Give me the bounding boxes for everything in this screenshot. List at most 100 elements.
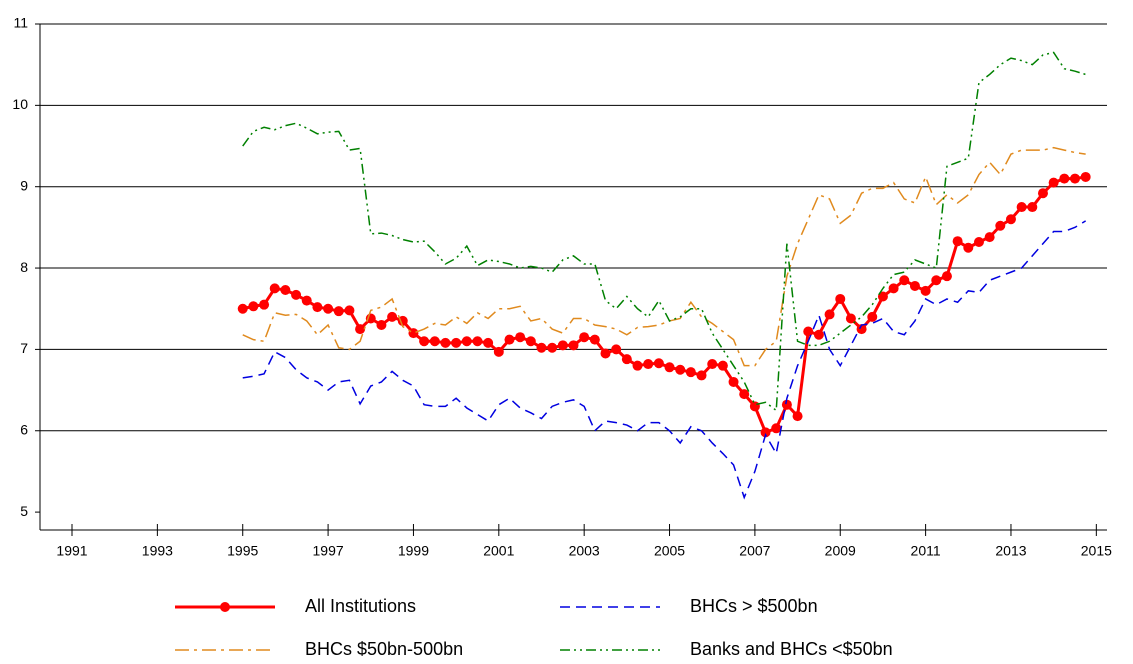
x-tick-label: 1999 <box>398 543 429 559</box>
x-tick-label: 1997 <box>313 543 344 559</box>
legend-marker <box>220 602 230 612</box>
data-point <box>536 342 547 353</box>
data-point <box>717 360 728 371</box>
series-line <box>242 220 1087 500</box>
data-point <box>515 332 526 343</box>
data-point <box>621 354 632 365</box>
x-tick-label: 2007 <box>739 543 770 559</box>
data-point <box>920 285 931 296</box>
data-point <box>387 311 398 322</box>
y-tick-label: 5 <box>20 503 28 519</box>
data-point <box>440 337 451 348</box>
data-point <box>1005 214 1016 225</box>
data-point <box>931 275 942 286</box>
data-point <box>792 411 803 422</box>
data-point <box>675 364 686 375</box>
data-point <box>1048 177 1059 188</box>
data-point <box>963 242 974 253</box>
data-point <box>504 334 515 345</box>
data-point <box>771 423 782 434</box>
data-point <box>824 309 835 320</box>
x-tick-label: 2001 <box>483 543 514 559</box>
data-point <box>867 311 878 322</box>
x-tick-label: 2009 <box>825 543 856 559</box>
data-point <box>472 336 483 347</box>
y-tick-label: 8 <box>20 259 28 275</box>
data-point <box>685 367 696 378</box>
data-point <box>995 220 1006 231</box>
data-point <box>301 295 312 306</box>
data-point <box>333 306 344 317</box>
data-point <box>344 305 355 316</box>
data-point <box>952 236 963 247</box>
data-point <box>493 346 504 357</box>
data-point <box>611 344 622 355</box>
y-tick-label: 10 <box>12 96 28 112</box>
data-point <box>525 336 536 347</box>
series-line <box>242 146 1086 367</box>
data-point <box>323 303 334 314</box>
data-point <box>1080 171 1091 182</box>
y-tick-label: 9 <box>20 177 28 193</box>
data-point <box>547 342 558 353</box>
x-tick-label: 2013 <box>995 543 1026 559</box>
data-point <box>696 370 707 381</box>
x-tick-label: 1991 <box>56 543 87 559</box>
data-point <box>461 336 472 347</box>
data-point <box>579 332 590 343</box>
x-tick-label: 1995 <box>227 543 258 559</box>
data-point <box>803 326 814 337</box>
legend-label: BHCs $50bn-500bn <box>305 639 463 659</box>
data-point <box>845 313 856 324</box>
data-point <box>600 348 611 359</box>
x-tick-label: 2005 <box>654 543 685 559</box>
data-point <box>877 291 888 302</box>
data-point <box>291 289 302 300</box>
data-point <box>643 359 654 370</box>
y-tick-label: 11 <box>13 15 28 31</box>
legend-label: Banks and BHCs <$50bn <box>690 639 893 659</box>
data-point <box>589 334 600 345</box>
series-line <box>242 51 1086 412</box>
data-point <box>973 237 984 248</box>
data-point <box>312 302 323 313</box>
data-point <box>856 324 867 335</box>
x-tick-label: 1993 <box>142 543 173 559</box>
data-point <box>429 336 440 347</box>
data-point <box>248 301 259 312</box>
data-point <box>408 328 419 339</box>
data-point <box>739 389 750 400</box>
data-point <box>813 329 824 340</box>
data-point <box>632 360 643 371</box>
data-point <box>1027 202 1038 213</box>
data-point <box>269 283 280 294</box>
data-point <box>749 401 760 412</box>
data-point <box>653 358 664 369</box>
y-tick-label: 7 <box>20 340 28 356</box>
y-tick-label: 6 <box>20 421 28 437</box>
data-point <box>941 271 952 282</box>
data-point <box>451 337 462 348</box>
legend-label: BHCs > $500bn <box>690 596 818 616</box>
series-line <box>242 175 1086 435</box>
data-point <box>984 232 995 243</box>
data-point <box>376 319 387 330</box>
data-point <box>760 427 771 438</box>
data-point <box>728 376 739 387</box>
data-point <box>483 337 494 348</box>
data-point <box>1059 173 1070 184</box>
data-point <box>568 340 579 351</box>
data-point <box>909 280 920 291</box>
data-point <box>557 340 568 351</box>
data-point <box>781 399 792 410</box>
data-point <box>835 293 846 304</box>
data-point <box>280 285 291 296</box>
data-point <box>355 324 366 335</box>
data-point <box>888 283 899 294</box>
x-tick-label: 2011 <box>911 543 941 559</box>
x-tick-label: 2015 <box>1081 543 1112 559</box>
x-tick-label: 2003 <box>569 543 600 559</box>
data-point <box>1016 202 1027 213</box>
data-point <box>259 299 270 310</box>
